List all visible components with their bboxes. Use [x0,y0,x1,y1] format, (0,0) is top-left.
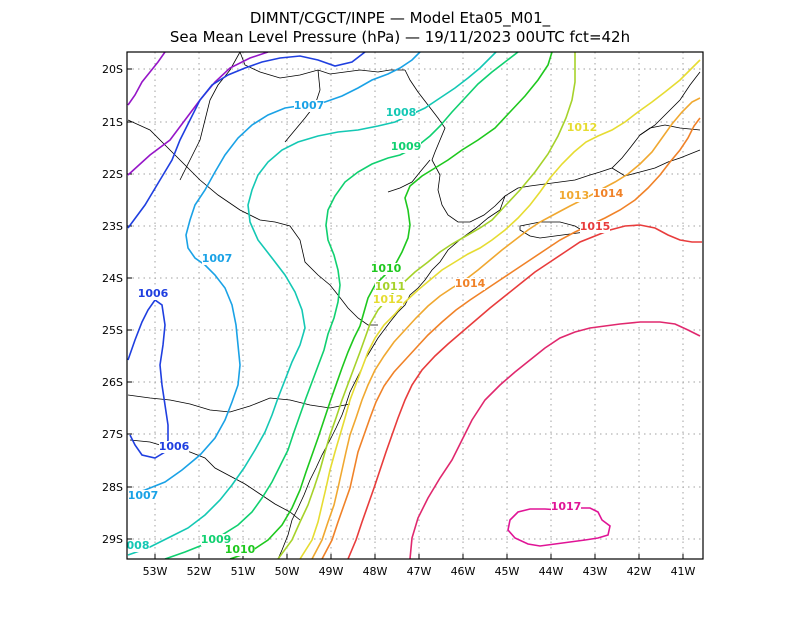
x-tick-label: 51W [231,565,256,578]
contour-label-bg [159,441,189,453]
contour-label: 1013 [559,189,590,202]
contour-label: 1017 [551,500,582,513]
isobar-1010 [229,52,553,559]
isobar-1015 [347,224,702,559]
contour-label-bg [559,190,589,202]
title-line1: DIMNT/CGCT/INPE — Model Eta05_M01_ [250,9,551,28]
contour-label-bg [225,544,255,556]
x-tick-label: 43W [583,565,608,578]
contour-label: 1014 [455,277,486,290]
contour-label-bg [391,141,421,153]
isobar-1014 [321,117,701,559]
contour-label-bg [371,263,401,275]
contour-label-bg [294,100,324,112]
isobar-1016 [409,321,701,559]
contour-label: 1010 [225,543,256,556]
isobar-1006-lower [127,298,169,459]
contour-label: 1008 [386,106,417,119]
state-border-2 [127,394,351,413]
contour-label-bg [551,501,581,513]
x-tick-label: 52W [187,565,212,578]
state-border-3 [129,439,301,521]
isobar-1008 [127,52,497,556]
x-tick-label: 45W [495,565,520,578]
contour-label-bg [127,540,150,552]
isobar-1009 [164,52,519,559]
plot-frame [126,51,704,560]
isobar-1013 [311,97,701,559]
isobar-purple-2 [127,52,166,106]
title-line2: Sea Mean Level Pressure (hPa) — 19/11/20… [170,28,630,46]
contour-label-bg [567,122,597,134]
y-tick-label: 25S [102,324,123,337]
contour-label: 1006 [159,440,190,453]
x-tick-label: 44W [539,565,564,578]
contour-label: 1007 [294,99,325,112]
y-tick-label: 20S [102,63,123,76]
contour-label-bg [138,288,168,300]
contour-label: 1010 [371,262,402,275]
contour-label: 1012 [567,121,598,134]
contour-label: 1007 [202,252,233,265]
isobar-purple [127,52,269,176]
isobar-1011 [277,52,576,559]
x-axis: 53W 52W 51W 50W 49W 48W 47W 46W 45W 44W 43W 42W 41W [143,554,696,578]
contour-label-bg [202,253,232,265]
x-tick-label: 49W [319,565,344,578]
y-tick-label: 21S [102,116,123,129]
y-tick-label: 26S [102,376,123,389]
contour-label: 1006 [138,287,169,300]
island-coast [519,221,587,239]
y-tick-label: 24S [102,272,123,285]
isobar-1006-upper [127,52,366,229]
contour-label-bg [386,107,416,119]
y-tick-label: 28S [102,481,123,494]
y-tick-label: 27S [102,428,123,441]
state-border-1 [127,119,378,326]
y-axis: 20S 21S 22S 23S 24S 25S 26S 27S 28S 29S [102,63,132,546]
y-tick-label: 22S [102,168,123,181]
coastline-borders [127,52,701,559]
contour-label-bg [580,221,610,233]
x-tick-label: 41W [671,565,696,578]
isobar-1007 [127,52,421,496]
x-tick-label: 47W [407,565,432,578]
x-tick-label: 42W [627,565,652,578]
state-border-4 [239,52,405,79]
coastline-south [277,195,506,559]
y-tick-label: 29S [102,533,123,546]
contour-label-bg [201,534,231,546]
contour-label-bg [455,278,485,290]
contour-label: 1012 [373,293,404,306]
contour-label-bg [593,188,623,200]
y-tick-label: 23S [102,220,123,233]
isobar-1012 [299,59,701,559]
state-border-6 [387,159,431,193]
isobars [127,52,702,559]
contour-label: 1007 [128,489,159,502]
contour-labels: 1006100610071007100700810081009100910101… [127,99,624,556]
contour-label: 1011 [375,280,406,293]
contour-label-bg [373,294,403,306]
state-border-9 [179,52,241,181]
contour-label: 1009 [391,140,422,153]
contour-label-bg [128,490,158,502]
contour-label: 1015 [580,220,611,233]
x-tick-label: 48W [363,565,388,578]
contour-label: 1014 [593,187,624,200]
x-tick-label: 50W [275,565,300,578]
x-tick-label: 53W [143,565,168,578]
coastline [404,69,701,223]
contour-label: 008 [127,539,150,552]
isobar-1017 [507,507,611,547]
contour-label-bg [375,281,405,293]
state-border-8 [639,124,701,136]
contour-label: 1009 [201,533,232,546]
x-tick-label: 46W [451,565,476,578]
